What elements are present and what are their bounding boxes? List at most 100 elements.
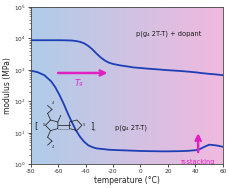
Bar (164, 7, 165, 164)
Bar (84, 7, 85, 164)
Bar (103, 7, 104, 164)
Bar (79, 7, 80, 164)
Bar (170, 7, 171, 164)
Bar (192, 7, 193, 164)
Bar (184, 7, 185, 164)
Bar (153, 7, 154, 164)
Bar (97, 7, 98, 164)
Bar (99, 7, 100, 164)
Bar (154, 7, 155, 164)
Bar (174, 7, 175, 164)
Bar (102, 7, 103, 164)
Bar (197, 7, 198, 164)
Bar (219, 7, 220, 164)
Bar (189, 7, 190, 164)
Bar (51, 7, 52, 164)
Bar (42, 7, 43, 164)
Bar (127, 7, 128, 164)
Bar (151, 7, 152, 164)
Bar (185, 7, 186, 164)
Bar (111, 7, 112, 164)
Text: T₉: T₉ (74, 79, 83, 88)
Bar (152, 7, 153, 164)
Bar (131, 7, 132, 164)
Bar (80, 7, 81, 164)
Bar (109, 7, 110, 164)
Bar (167, 7, 168, 164)
Bar (201, 7, 202, 164)
Bar (133, 7, 134, 164)
Bar (86, 7, 87, 164)
Bar (105, 7, 106, 164)
Bar (155, 7, 156, 164)
Bar (212, 7, 213, 164)
Bar (213, 7, 214, 164)
Bar (39, 7, 40, 164)
Bar (187, 7, 188, 164)
Bar (117, 7, 118, 164)
Bar (92, 7, 93, 164)
Bar (157, 7, 158, 164)
Bar (108, 7, 109, 164)
Bar (67, 7, 68, 164)
Bar (217, 7, 218, 164)
Bar (31, 7, 32, 164)
Bar (119, 7, 120, 164)
Bar (64, 7, 65, 164)
Bar (218, 7, 219, 164)
Bar (125, 7, 126, 164)
Bar (209, 7, 210, 164)
Bar (94, 7, 95, 164)
Bar (162, 7, 163, 164)
Bar (49, 7, 50, 164)
Bar (106, 7, 107, 164)
Bar (74, 7, 75, 164)
Bar (163, 7, 164, 164)
Bar (122, 7, 123, 164)
Bar (114, 7, 115, 164)
Bar (91, 7, 92, 164)
Bar (36, 7, 37, 164)
Bar (48, 7, 49, 164)
Bar (98, 7, 99, 164)
Bar (211, 7, 212, 164)
Bar (144, 7, 145, 164)
Bar (205, 7, 206, 164)
Bar (40, 7, 41, 164)
Bar (135, 7, 136, 164)
Bar (61, 7, 62, 164)
Bar (172, 7, 173, 164)
Bar (148, 7, 149, 164)
Bar (89, 7, 90, 164)
Bar (41, 7, 42, 164)
Bar (136, 7, 137, 164)
Bar (203, 7, 204, 164)
Bar (118, 7, 119, 164)
Bar (179, 7, 180, 164)
Bar (46, 7, 47, 164)
Bar (55, 7, 56, 164)
Bar (37, 7, 38, 164)
Bar (82, 7, 83, 164)
Bar (123, 7, 124, 164)
Bar (214, 7, 215, 164)
Bar (70, 7, 71, 164)
Bar (134, 7, 135, 164)
Bar (87, 7, 88, 164)
Bar (43, 7, 44, 164)
Bar (104, 7, 105, 164)
Bar (57, 7, 58, 164)
Bar (190, 7, 191, 164)
Bar (156, 7, 157, 164)
Bar (206, 7, 207, 164)
Bar (138, 7, 139, 164)
Text: π-stacking: π-stacking (180, 159, 214, 165)
Bar (161, 7, 162, 164)
Bar (54, 7, 55, 164)
Bar (130, 7, 131, 164)
Bar (96, 7, 97, 164)
Bar (44, 7, 45, 164)
Bar (116, 7, 117, 164)
Bar (200, 7, 201, 164)
Bar (33, 7, 34, 164)
